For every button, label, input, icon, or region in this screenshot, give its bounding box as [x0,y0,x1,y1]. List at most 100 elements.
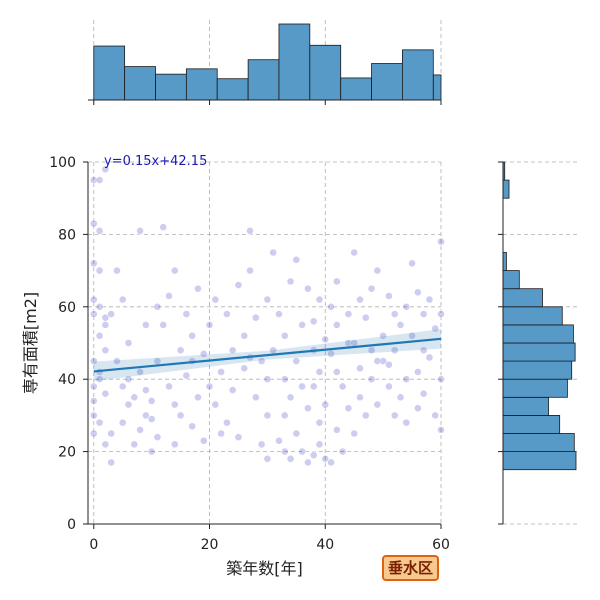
scatter-point [205,382,214,391]
scatter-point [89,259,98,268]
scatter-point [95,418,104,427]
scatter-point [332,368,341,376]
scatter-point [367,284,376,293]
right-hist-bar [502,179,510,199]
scatter-point [425,295,434,304]
scatter-point [211,400,220,409]
scatter-point [437,375,445,384]
scatter-point [292,357,301,365]
scatter-point [419,389,428,398]
scatter-point [107,310,116,318]
scatter-point [413,368,422,376]
scatter-point [379,357,388,365]
scatter-point [437,425,445,434]
scatter-point [309,382,318,391]
right-hist-bar [502,414,561,434]
scatter-point [136,226,144,235]
scatter-point [124,375,133,384]
right-hist-bar [502,288,543,308]
scatter-point [107,458,116,467]
scatter-point [118,295,127,304]
top-hist-bar [124,66,156,101]
scatter-point [292,429,301,438]
scatter-point [304,458,312,467]
scatter-point [124,339,133,347]
scatter-point [101,346,110,355]
scatter-point [361,411,370,420]
scatter-point [89,219,98,228]
right-hist-bar [502,451,577,471]
scatter-point [95,176,104,184]
scatter-point [350,429,359,438]
scatter-point [147,397,156,405]
scatter-point [298,382,307,391]
top-hist-bar [278,23,311,101]
scatter-point [315,295,324,304]
scatter-point [170,266,179,275]
district-badge: 垂水区 [382,555,440,581]
scatter-point [298,320,307,329]
scatter-point [408,331,416,340]
right-hist-bar [502,342,576,362]
scatter-point [159,320,168,329]
top-hist-bar [185,68,218,101]
scatter-point [413,288,422,297]
x-axis-label: 築年数[年] [226,559,303,578]
scatter-point [356,295,364,304]
scatter-point [136,425,144,434]
scatter-point [217,368,225,376]
top-hist-bar [247,59,280,101]
scatter-point [147,447,156,456]
scatter-point [147,415,156,423]
scatter-point [222,310,231,318]
scatter-point [431,324,440,333]
scatter-point [280,447,289,456]
scatter-point [373,400,382,409]
scatter-point [356,393,364,402]
top-hist-bar [309,44,342,101]
scatter-point [136,368,144,376]
scatter-point [385,292,393,300]
scatter-point [280,411,289,420]
scatter-point [304,404,312,413]
scatter-point [257,440,266,449]
y-tick-label: 80 [58,227,76,243]
scatter-point [263,375,272,384]
scatter-point [257,357,266,365]
scatter-point [379,331,388,340]
scatter-point [153,302,162,311]
top-marginal-histogram [88,20,442,105]
scatter-point [113,266,121,275]
scatter-point [118,382,127,391]
scatter-point [263,454,272,463]
scatter-point [130,393,139,402]
scatter-point [176,411,185,420]
scatter-point [101,320,110,329]
scatter-point [101,389,110,398]
scatter-point [327,302,335,311]
top-hist-bar [402,49,434,101]
scatter-point [89,411,98,420]
scatter-point [153,433,162,442]
scatter-point [141,386,150,394]
right-hist-bar [502,306,563,326]
scatter-point [309,317,318,326]
scatter-point [89,310,98,318]
scatter-point [280,375,289,384]
scatter-point [338,382,347,391]
scatter-point [292,255,301,264]
scatter-point [373,357,382,365]
scatter-point [251,393,260,402]
scatter-point [286,277,295,286]
top-hist-bar [93,45,126,101]
scatter-point [89,397,98,405]
scatter-point [141,320,150,329]
scatter-point [396,393,405,402]
scatter-point [390,310,399,318]
scatter-point [332,425,341,434]
scatter-point [222,418,231,427]
scatter-point [124,400,133,409]
right-hist-bar [502,396,549,416]
scatter-point [367,375,376,384]
scatter-point [95,266,104,275]
